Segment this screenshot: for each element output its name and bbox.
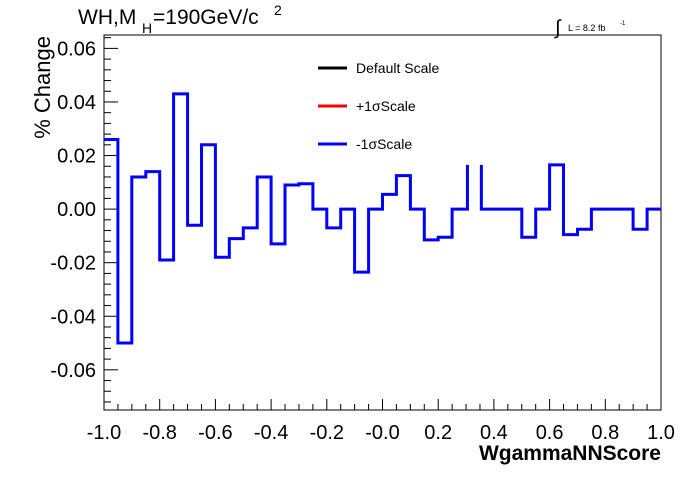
legend-label: +1σScale (356, 98, 416, 114)
x-tick-label: 1.0 (647, 422, 675, 444)
x-tick-label: -0.8 (142, 422, 176, 444)
y-tick-label: -0.04 (50, 306, 96, 328)
y-tick-label: -0.06 (50, 360, 96, 382)
x-tick-label: -0.0 (365, 422, 399, 444)
x-tick-label: 0.8 (591, 422, 619, 444)
legend-label: -1σScale (356, 136, 412, 152)
x-tick-label: 0.6 (536, 422, 564, 444)
title-prefix: WH,M (78, 6, 136, 29)
title-subscript: H (142, 20, 152, 36)
lumi-integral: ∫ (554, 17, 562, 39)
lumi-superscript: -1 (620, 21, 626, 27)
x-tick-label: -0.4 (254, 422, 288, 444)
x-tick-label: -1.0 (87, 422, 121, 444)
legend-label: Default Scale (356, 60, 439, 76)
y-tick-label: -0.02 (50, 253, 96, 275)
y-tick-label: 0.04 (57, 92, 96, 114)
x-tick-label: -0.6 (198, 422, 232, 444)
title-middle: =190GeV/c (153, 6, 259, 29)
x-tick-label: -0.2 (310, 422, 344, 444)
y-tick-label: 0.00 (57, 199, 96, 221)
y-tick-label: 0.02 (57, 146, 96, 168)
y-axis-label: % Change (30, 36, 55, 139)
lumi-text: L = 8.2 fb (568, 23, 605, 33)
x-tick-label: 0.4 (480, 422, 508, 444)
y-tick-label: 0.06 (57, 38, 96, 60)
x-tick-label: 0.2 (424, 422, 452, 444)
x-axis-label: WgammaNNScore (479, 442, 661, 465)
histogram-step-line (104, 92, 661, 345)
gap-mask (468, 162, 480, 212)
title-superscript: 2 (274, 2, 282, 18)
